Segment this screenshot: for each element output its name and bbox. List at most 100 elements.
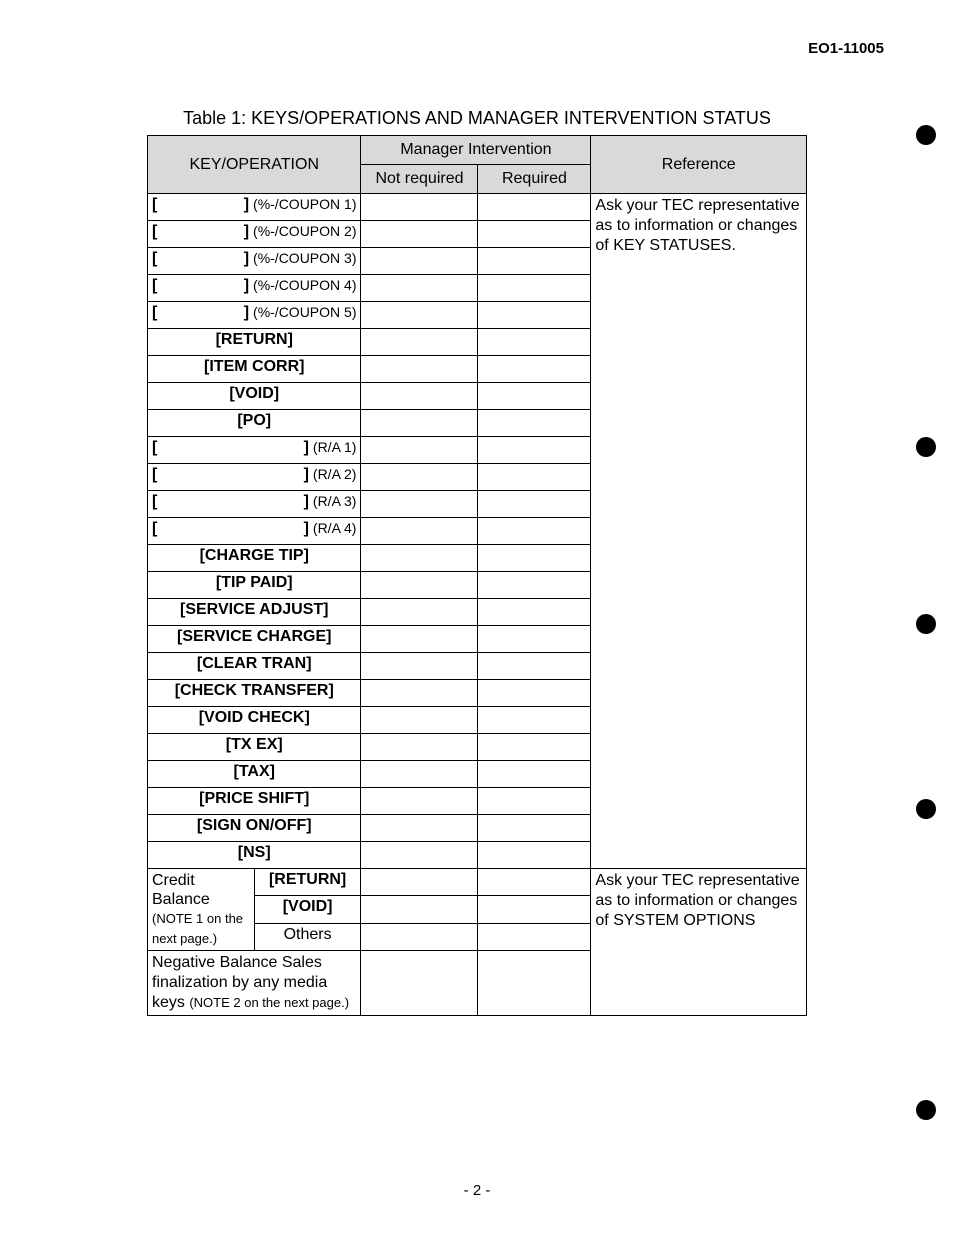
key-cell: [ ](%-/COUPON 5) — [148, 302, 361, 329]
header-manager-intervention: Manager Intervention — [361, 136, 591, 165]
document-id: EO1-11005 — [808, 40, 884, 57]
table-title: Table 1: KEYS/OPERATIONS AND MANAGER INT… — [60, 108, 894, 129]
key-note: (%-/COUPON 4) — [253, 277, 356, 293]
required-cell — [478, 896, 591, 923]
key-cell: [ ](%-/COUPON 2) — [148, 221, 361, 248]
required-cell — [478, 599, 591, 626]
bracket-right: ] — [244, 250, 249, 267]
not-required-cell — [361, 491, 478, 518]
not-required-cell — [361, 761, 478, 788]
sub-key-cell: [VOID] — [254, 896, 361, 923]
bracket-right: ] — [304, 439, 309, 456]
key-cell: [VOID] — [148, 383, 361, 410]
required-cell — [478, 707, 591, 734]
required-cell — [478, 491, 591, 518]
required-cell — [478, 194, 591, 221]
key-note: (R/A 3) — [313, 493, 357, 509]
bracket-right: ] — [244, 196, 249, 213]
required-cell — [478, 680, 591, 707]
bracket-left: [ — [152, 304, 157, 322]
required-cell — [478, 275, 591, 302]
not-required-cell — [361, 410, 478, 437]
bracket-left: [ — [152, 466, 157, 484]
key-cell: [ ](R/A 3) — [148, 491, 361, 518]
header-reference: Reference — [591, 136, 807, 194]
table-header-row: KEY/OPERATION Manager Intervention Refer… — [148, 136, 807, 165]
header-key-operation: KEY/OPERATION — [148, 136, 361, 194]
credit-note: (NOTE 1 on the next page.) — [152, 911, 243, 945]
key-cell: [ ](R/A 2) — [148, 464, 361, 491]
key-cell: [TX EX] — [148, 734, 361, 761]
not-required-cell — [361, 356, 478, 383]
not-required-cell — [361, 383, 478, 410]
bracket-right: ] — [304, 493, 309, 510]
not-required-cell — [361, 923, 478, 950]
key-note: (R/A 4) — [313, 520, 357, 536]
bracket-left: [ — [152, 520, 157, 538]
not-required-cell — [361, 815, 478, 842]
key-note: (%-/COUPON 5) — [253, 304, 356, 320]
key-cell: [ ](%-/COUPON 1) — [148, 194, 361, 221]
bracket-right: ] — [304, 520, 309, 537]
key-note: (%-/COUPON 2) — [253, 223, 356, 239]
not-required-cell — [361, 329, 478, 356]
header-required: Required — [478, 165, 591, 194]
main-table: KEY/OPERATION Manager Intervention Refer… — [147, 135, 807, 1016]
key-cell: [PRICE SHIFT] — [148, 788, 361, 815]
bracket-left: [ — [152, 493, 157, 511]
credit-line: Balance — [152, 891, 210, 908]
bracket-left: [ — [152, 196, 157, 214]
key-cell: [ ](%-/COUPON 4) — [148, 275, 361, 302]
not-required-cell — [361, 680, 478, 707]
key-note: (%-/COUPON 3) — [253, 250, 356, 266]
not-required-cell — [361, 626, 478, 653]
required-cell — [478, 356, 591, 383]
required-cell — [478, 302, 591, 329]
required-cell — [478, 869, 591, 896]
neg-note: (NOTE 2 on the next page.) — [189, 995, 349, 1010]
required-cell — [478, 761, 591, 788]
reference-cell-top: Ask your TEC representative as to inform… — [591, 194, 807, 869]
key-cell: [SERVICE CHARGE] — [148, 626, 361, 653]
not-required-cell — [361, 788, 478, 815]
not-required-cell — [361, 545, 478, 572]
required-cell — [478, 410, 591, 437]
not-required-cell — [361, 302, 478, 329]
key-cell: [ITEM CORR] — [148, 356, 361, 383]
not-required-cell — [361, 248, 478, 275]
required-cell — [478, 329, 591, 356]
not-required-cell — [361, 275, 478, 302]
required-cell — [478, 626, 591, 653]
not-required-cell — [361, 572, 478, 599]
bracket-left: [ — [152, 250, 157, 268]
required-cell — [478, 788, 591, 815]
key-cell: [ ](R/A 1) — [148, 437, 361, 464]
key-cell: [NS] — [148, 842, 361, 869]
bracket-right: ] — [244, 223, 249, 240]
key-note: (R/A 1) — [313, 439, 357, 455]
key-cell: [SIGN ON/OFF] — [148, 815, 361, 842]
key-cell: [TAX] — [148, 761, 361, 788]
not-required-cell — [361, 842, 478, 869]
neg-line: keys — [152, 994, 189, 1011]
required-cell — [478, 518, 591, 545]
not-required-cell — [361, 734, 478, 761]
not-required-cell — [361, 896, 478, 923]
required-cell — [478, 437, 591, 464]
bracket-left: [ — [152, 439, 157, 457]
table-row: [ ](%-/COUPON 1) Ask your TEC representa… — [148, 194, 807, 221]
required-cell — [478, 572, 591, 599]
key-cell: [RETURN] — [148, 329, 361, 356]
bracket-right: ] — [304, 466, 309, 483]
required-cell — [478, 734, 591, 761]
required-cell — [478, 464, 591, 491]
table-row: Credit Balance (NOTE 1 on the next page.… — [148, 869, 807, 896]
credit-balance-label: Credit Balance (NOTE 1 on the next page.… — [148, 869, 255, 951]
negative-balance-cell: Negative Balance Sales finalization by a… — [148, 950, 361, 1015]
reference-cell-bottom: Ask your TEC representative as to inform… — [591, 869, 807, 1016]
required-cell — [478, 815, 591, 842]
bracket-right: ] — [244, 304, 249, 321]
punch-hole-icon — [916, 1100, 936, 1120]
bracket-left: [ — [152, 277, 157, 295]
key-cell: [CHECK TRANSFER] — [148, 680, 361, 707]
